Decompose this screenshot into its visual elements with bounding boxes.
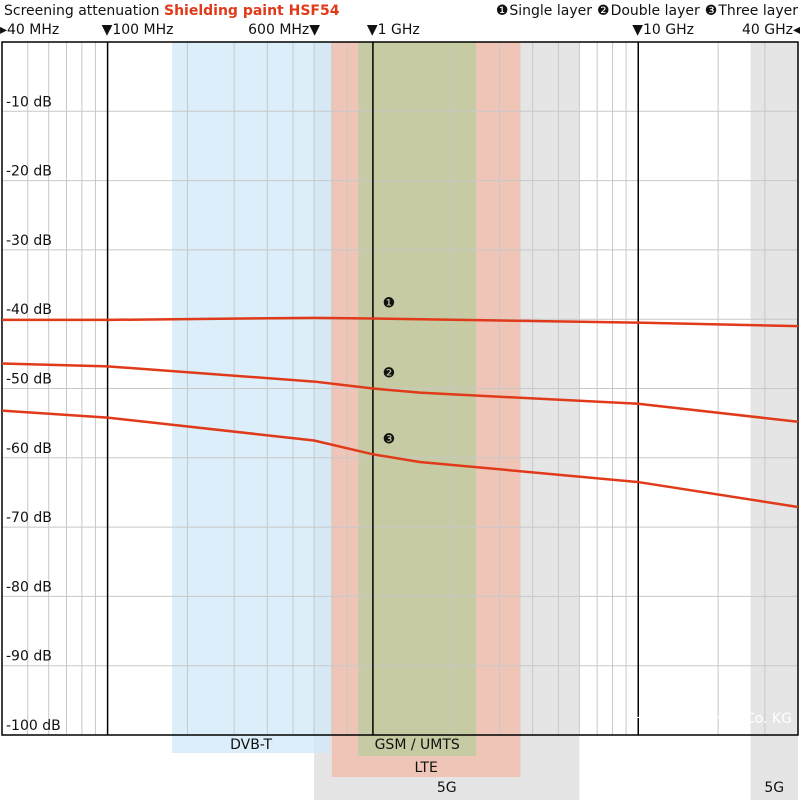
series-line — [1, 362, 799, 424]
series-line — [2, 316, 799, 328]
band-label: DVB-T — [230, 737, 272, 753]
legend-label: Single layer — [509, 3, 592, 19]
band-label: GSM / UMTS — [375, 737, 460, 753]
frequency-band — [172, 42, 331, 753]
x-tick-label: 40 GHz◂ — [742, 22, 800, 38]
legend-label: Three layer — [717, 3, 798, 19]
y-tick-label: -10 dB — [6, 94, 52, 110]
chart-title: Screening attenuation Shielding paint HS… — [4, 3, 340, 19]
legend-marker: ❷ — [597, 3, 610, 19]
x-tick-label: ▼100 MHz — [102, 22, 174, 38]
y-tick-label: -90 dB — [6, 649, 52, 665]
frequency-band — [358, 42, 477, 756]
series-marker: ❷ — [383, 366, 396, 382]
copyright: © YSHIELD GmbH & Co. KG — [599, 711, 792, 727]
y-tick-label: -70 dB — [6, 510, 52, 526]
y-tick-label: -80 dB — [6, 579, 52, 595]
x-tick-label: 600 MHz▼ — [248, 22, 320, 38]
series-marker: ❸ — [383, 431, 396, 447]
x-tick-label: ▼10 GHz — [632, 22, 694, 38]
series-marker: ❶ — [383, 296, 396, 312]
y-tick-label: -30 dB — [6, 233, 52, 249]
band-label: LTE — [415, 760, 438, 776]
y-tick-label: -40 dB — [6, 302, 52, 318]
band-label: 5G — [764, 780, 784, 796]
y-tick-label: -50 dB — [6, 372, 52, 388]
legend-marker: ❶ — [496, 3, 509, 19]
x-tick-label: ▼1 GHz — [367, 22, 420, 38]
y-tick-label: -100 dB — [6, 718, 61, 734]
y-tick-label: -60 dB — [6, 441, 52, 457]
legend-marker: ❸ — [705, 3, 718, 19]
subtitle: Shielding paint HSF54 — [164, 3, 340, 19]
title: Screening attenuation — [4, 3, 160, 19]
band-label: 5G — [437, 780, 457, 796]
series-line — [1, 409, 799, 509]
legend-label: Double layer — [611, 3, 700, 19]
plot-frame — [1, 41, 799, 736]
y-tick-label: -20 dB — [6, 164, 52, 180]
x-tick-label: ▸40 MHz — [0, 22, 59, 38]
